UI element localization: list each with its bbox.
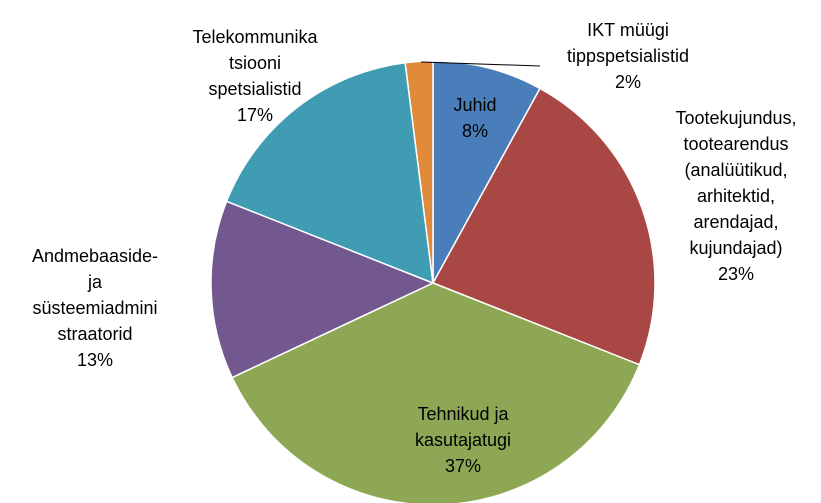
slice-label: IKT müügi tippspetsialistid 2% bbox=[567, 17, 689, 95]
category-label: Tehnikud ja kasutajatugi bbox=[414, 404, 512, 450]
value-label: 2% bbox=[614, 72, 641, 92]
category-label: Juhid bbox=[453, 95, 497, 115]
slice-label: Tootekujundus, tootearendus (analüütikud… bbox=[675, 105, 796, 287]
value-label: 17% bbox=[236, 105, 274, 125]
slice-label: Juhid 8% bbox=[453, 92, 496, 144]
value-label: 23% bbox=[717, 264, 755, 284]
value-label: 8% bbox=[461, 121, 488, 141]
category-label: Tootekujundus, tootearendus (analüütikud… bbox=[675, 108, 797, 258]
pie-slice bbox=[231, 282, 641, 503]
pie-slice bbox=[404, 60, 434, 284]
category-label: IKT müügi tippspetsialistid bbox=[566, 20, 690, 66]
slice-label: Andmebaaside- ja süsteemiadmini straator… bbox=[32, 243, 158, 373]
pie-slice bbox=[432, 60, 541, 284]
category-label: Telekommunika tsiooni spetsialistid bbox=[192, 27, 318, 99]
pie-slice bbox=[431, 87, 656, 366]
pie-slice bbox=[225, 61, 434, 285]
slice-label: Telekommunika tsiooni spetsialistid 17% bbox=[192, 24, 317, 128]
pie-slice bbox=[210, 200, 435, 379]
category-label: Andmebaaside- ja süsteemiadmini straator… bbox=[31, 246, 159, 344]
value-label: 37% bbox=[444, 456, 482, 476]
leader-line bbox=[420, 61, 541, 67]
value-label: 13% bbox=[76, 350, 114, 370]
slice-label: Tehnikud ja kasutajatugi 37% bbox=[415, 401, 511, 479]
